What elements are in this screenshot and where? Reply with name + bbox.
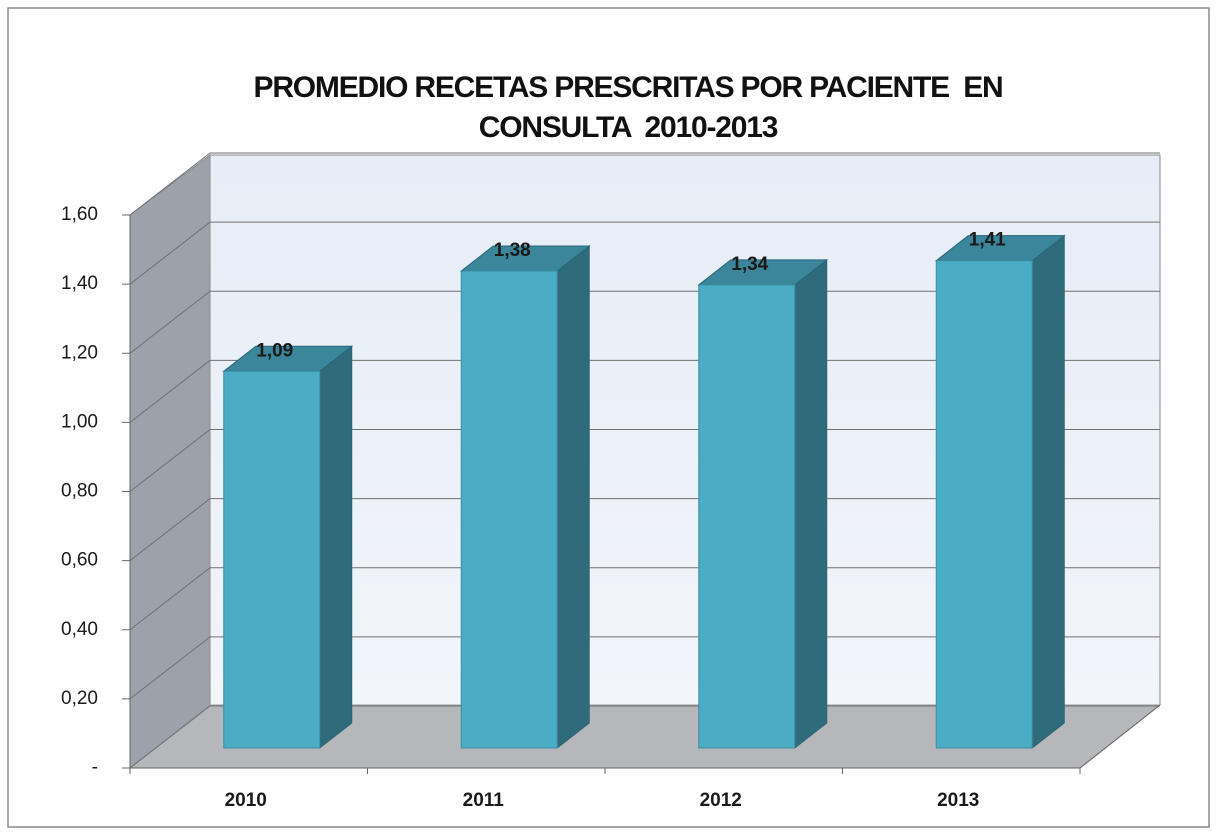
bar	[459, 245, 591, 750]
x-tick-label: 2013	[937, 790, 979, 811]
y-tick-label: 0,80	[61, 481, 98, 502]
floor-edge	[1079, 704, 1161, 769]
bar	[934, 234, 1066, 750]
value-label: 1,41	[969, 230, 1006, 251]
grid-line	[129, 567, 211, 631]
x-tick-label: 2010	[225, 790, 267, 811]
bar-side	[1031, 234, 1065, 750]
y-tick-label: 0,60	[61, 550, 98, 571]
value-label: 1,09	[256, 340, 293, 361]
chart-title: PROMEDIO RECETAS PRESCRITAS POR PACIENTE…	[253, 71, 1010, 144]
y-tick-label: 1,20	[61, 342, 98, 363]
bar-side	[319, 345, 353, 750]
grid-line	[129, 498, 211, 562]
bar-front	[460, 270, 558, 749]
y-tick-label: 1,40	[61, 273, 98, 294]
bar-front	[935, 260, 1033, 749]
bar-front	[698, 284, 796, 749]
grid-line	[129, 221, 211, 285]
bar	[222, 345, 354, 750]
y-tick-label: 0,40	[61, 619, 98, 640]
grid-line	[129, 152, 211, 216]
y-tick-label: 1,60	[61, 204, 98, 225]
y-tick-label: -	[92, 757, 98, 778]
grid-line	[129, 290, 211, 354]
grid-line	[129, 636, 211, 700]
bar-side	[794, 258, 828, 750]
y-tick-label: 0,20	[61, 688, 98, 709]
grid-line	[129, 429, 211, 492]
value-label: 1,38	[494, 240, 531, 261]
grid-line	[129, 359, 211, 423]
bar-side	[556, 245, 590, 750]
x-tick-label: 2012	[700, 790, 742, 811]
x-tick-label: 2011	[463, 790, 505, 811]
grid-line	[129, 705, 211, 769]
bar	[697, 258, 829, 750]
side-wall	[129, 154, 211, 770]
y-tick-label: 1,00	[61, 411, 98, 432]
value-label: 1,34	[731, 254, 768, 275]
bars	[222, 234, 1066, 750]
bar-front	[223, 370, 321, 749]
